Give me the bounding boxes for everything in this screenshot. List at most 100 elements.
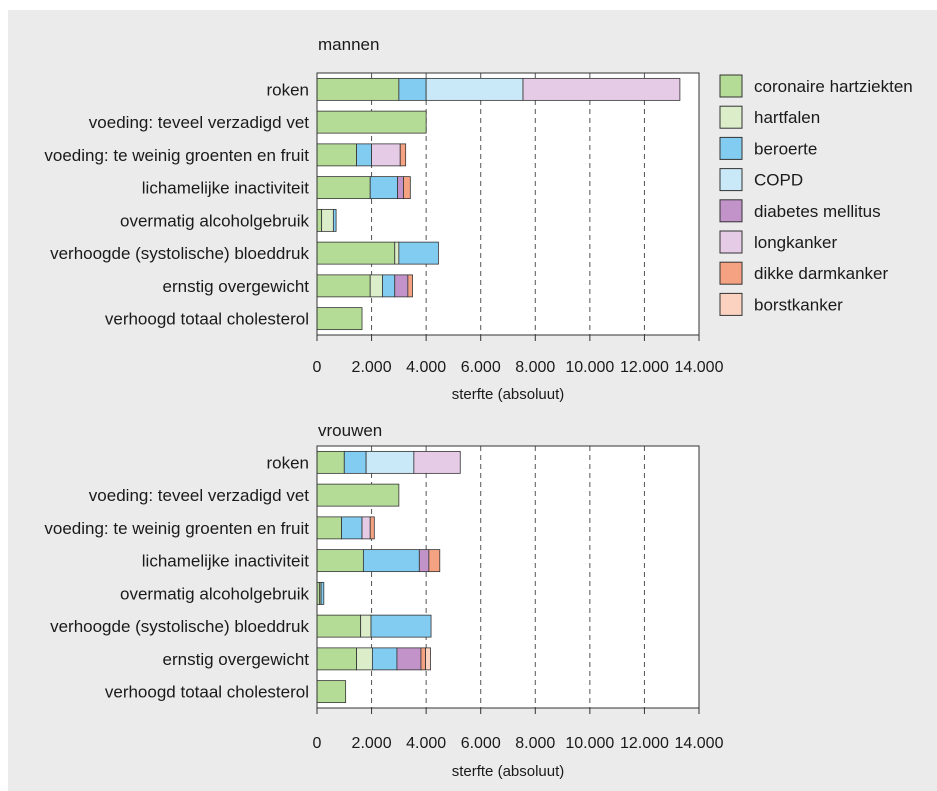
legend-swatch-coronaire xyxy=(719,74,743,98)
vrouwen-bar-roken-coronaire xyxy=(316,450,345,474)
mannen-category-label-bloeddruk: verhoogde (systolische) bloeddruk xyxy=(50,244,309,263)
legend-label-longkanker: longkanker xyxy=(754,233,838,252)
mannen-bar-roken-coronaire xyxy=(316,77,400,101)
vrouwen-bar-inactiviteit-beroerte xyxy=(362,549,420,573)
vrouwen-bar-verzadigd-vet-coronaire xyxy=(316,483,400,507)
vrouwen-chart-title: vrouwen xyxy=(318,421,382,440)
vrouwen-tick-label: 10.000 xyxy=(565,735,614,752)
mannen-tick-label: 14.000 xyxy=(675,359,724,376)
legend-swatch-diabetes xyxy=(719,199,743,223)
vrouwen-tick-label: 2.000 xyxy=(352,735,392,752)
mannen-x-axis-label: sterfte (absoluut) xyxy=(452,386,565,403)
mannen-bar-inactiviteit-coronaire xyxy=(316,176,371,200)
vrouwen-bar-overgewicht-hartfalen xyxy=(356,647,373,671)
mannen-tick-label: 12.000 xyxy=(620,359,669,376)
legend-swatch-copd xyxy=(719,168,743,192)
vrouwen-tick-label: 6.000 xyxy=(461,735,501,752)
mannen-category-label-groenten-fruit: voeding: te weinig groenten en fruit xyxy=(44,146,309,165)
mannen-tick-label: 10.000 xyxy=(565,359,614,376)
mannen-category-label-cholesterol: verhoogd totaal cholesterol xyxy=(105,310,309,329)
mannen-tick-label: 6.000 xyxy=(461,359,501,376)
vrouwen-bar-cholesterol-coronaire xyxy=(316,680,347,704)
mannen-bar-overgewicht-darmkanker xyxy=(407,274,413,298)
mannen-bar-inactiviteit-beroerte xyxy=(369,176,398,200)
vrouwen-category-label-bloeddruk: verhoogde (systolische) bloeddruk xyxy=(50,617,309,636)
vrouwen-bar-inactiviteit-diabetes xyxy=(418,549,430,573)
mannen-bar-overgewicht-beroerte xyxy=(382,274,396,298)
mannen-tick-label: 2.000 xyxy=(352,359,392,376)
mannen-bar-roken-copd xyxy=(425,77,524,101)
vrouwen-category-label-alcohol: overmatig alcoholgebruik xyxy=(120,584,309,603)
vrouwen-bar-overgewicht-diabetes xyxy=(396,647,422,671)
mannen-bar-groenten-fruit-beroerte xyxy=(356,143,372,167)
legend-swatch-darmkanker xyxy=(719,261,743,285)
mannen-bar-roken-longkanker xyxy=(522,77,681,101)
mannen-bar-verzadigd-vet-coronaire xyxy=(316,110,427,134)
vrouwen-bar-groenten-fruit-beroerte xyxy=(341,516,363,540)
vrouwen-bar-roken-longkanker xyxy=(413,450,461,474)
chart-canvas: roken voeding: teveel verzadigd vet voedin… xyxy=(44,35,913,780)
legend-label-borstkanker: borstkanker xyxy=(754,295,843,314)
mannen-category-label-inactiviteit: lichamelijke inactiviteit xyxy=(142,179,310,198)
vrouwen-bar-roken-copd xyxy=(365,450,415,474)
vrouwen-bar-groenten-fruit-darmkanker xyxy=(369,516,375,540)
vrouwen-tick-label: 14.000 xyxy=(675,735,724,752)
mannen-bar-alcohol-coronaire xyxy=(316,208,323,232)
mannen-bar-cholesterol-coronaire xyxy=(316,307,363,331)
vrouwen-bar-bloeddruk-beroerte xyxy=(370,614,432,638)
vrouwen-bar-overgewicht-coronaire xyxy=(316,647,357,671)
legend-swatch-beroerte xyxy=(719,136,743,160)
mannen-tick-label: 4.000 xyxy=(406,359,446,376)
mannen-category-label-roken: roken xyxy=(266,80,309,99)
vrouwen-plot-border xyxy=(316,445,700,709)
vrouwen-category-label-verzadigd-vet: voeding: teveel verzadigd vet xyxy=(89,486,309,505)
mannen-category-label-overgewicht: ernstig overgewicht xyxy=(163,277,310,296)
mannen-category-label-verzadigd-vet: voeding: teveel verzadigd vet xyxy=(89,113,309,132)
vrouwen-tick-label: 12.000 xyxy=(620,735,669,752)
mannen-bar-bloeddruk-hartfalen xyxy=(394,241,400,265)
legend-label-hartfalen: hartfalen xyxy=(754,108,820,127)
vrouwen-bar-overgewicht-borstkanker xyxy=(425,647,431,671)
mannen-tick-label: 0 xyxy=(313,359,322,376)
vrouwen-bar-overgewicht-beroerte xyxy=(371,647,398,671)
vrouwen-tick-label: 0 xyxy=(313,735,322,752)
legend-label-coronaire: coronaire hartziekten xyxy=(754,77,913,96)
mannen-bar-inactiviteit-darmkanker xyxy=(403,176,411,200)
vrouwen-category-label-inactiviteit: lichamelijke inactiviteit xyxy=(142,552,310,571)
vrouwen-category-label-groenten-fruit: voeding: te weinig groenten en fruit xyxy=(44,519,309,538)
mannen-bar-groenten-fruit-longkanker xyxy=(371,143,401,167)
vrouwen-category-label-overgewicht: ernstig overgewicht xyxy=(163,650,310,669)
mannen-bar-overgewicht-coronaire xyxy=(316,274,371,298)
mannen-bar-roken-beroerte xyxy=(398,77,427,101)
mannen-bar-overgewicht-hartfalen xyxy=(369,274,383,298)
vrouwen-bar-inactiviteit-darmkanker xyxy=(428,549,441,573)
legend-label-beroerte: beroerte xyxy=(754,139,817,158)
vrouwen-category-label-cholesterol: verhoogd totaal cholesterol xyxy=(105,683,309,702)
mannen-bar-overgewicht-diabetes xyxy=(394,274,409,298)
legend-swatch-borstkanker xyxy=(719,292,743,316)
mannen-bar-inactiviteit-diabetes xyxy=(397,176,404,200)
mannen-bar-alcohol-beroerte xyxy=(332,208,337,232)
vrouwen-bar-alcohol-beroerte xyxy=(320,581,325,605)
vrouwen-tick-label: 8.000 xyxy=(515,735,555,752)
vrouwen-bar-bloeddruk-hartfalen xyxy=(360,614,372,638)
vrouwen-x-axis-label: sterfte (absoluut) xyxy=(452,763,565,780)
vrouwen-bar-bloeddruk-coronaire xyxy=(316,614,362,638)
vrouwen-bar-inactiviteit-coronaire xyxy=(316,549,364,573)
legend-label-diabetes: diabetes mellitus xyxy=(754,202,881,221)
mannen-bar-groenten-fruit-darmkanker xyxy=(399,143,407,167)
vrouwen-bar-overgewicht-darmkanker xyxy=(420,647,426,671)
mannen-tick-label: 8.000 xyxy=(515,359,555,376)
mannen-category-label-alcohol: overmatig alcoholgebruik xyxy=(120,211,309,230)
legend-swatch-hartfalen xyxy=(719,105,743,129)
mannen-chart-title: mannen xyxy=(318,35,379,54)
vrouwen-category-label-roken: roken xyxy=(266,453,309,472)
vrouwen-bar-groenten-fruit-longkanker xyxy=(361,516,371,540)
mannen-plot-border xyxy=(316,72,700,336)
vrouwen-bar-groenten-fruit-coronaire xyxy=(316,516,342,540)
mannen-bar-groenten-fruit-coronaire xyxy=(316,143,357,167)
mannen-bar-bloeddruk-coronaire xyxy=(316,241,396,265)
legend-swatch-longkanker xyxy=(719,230,743,254)
vrouwen-tick-label: 4.000 xyxy=(406,735,446,752)
legend-label-darmkanker: dikke darmkanker xyxy=(754,264,889,283)
